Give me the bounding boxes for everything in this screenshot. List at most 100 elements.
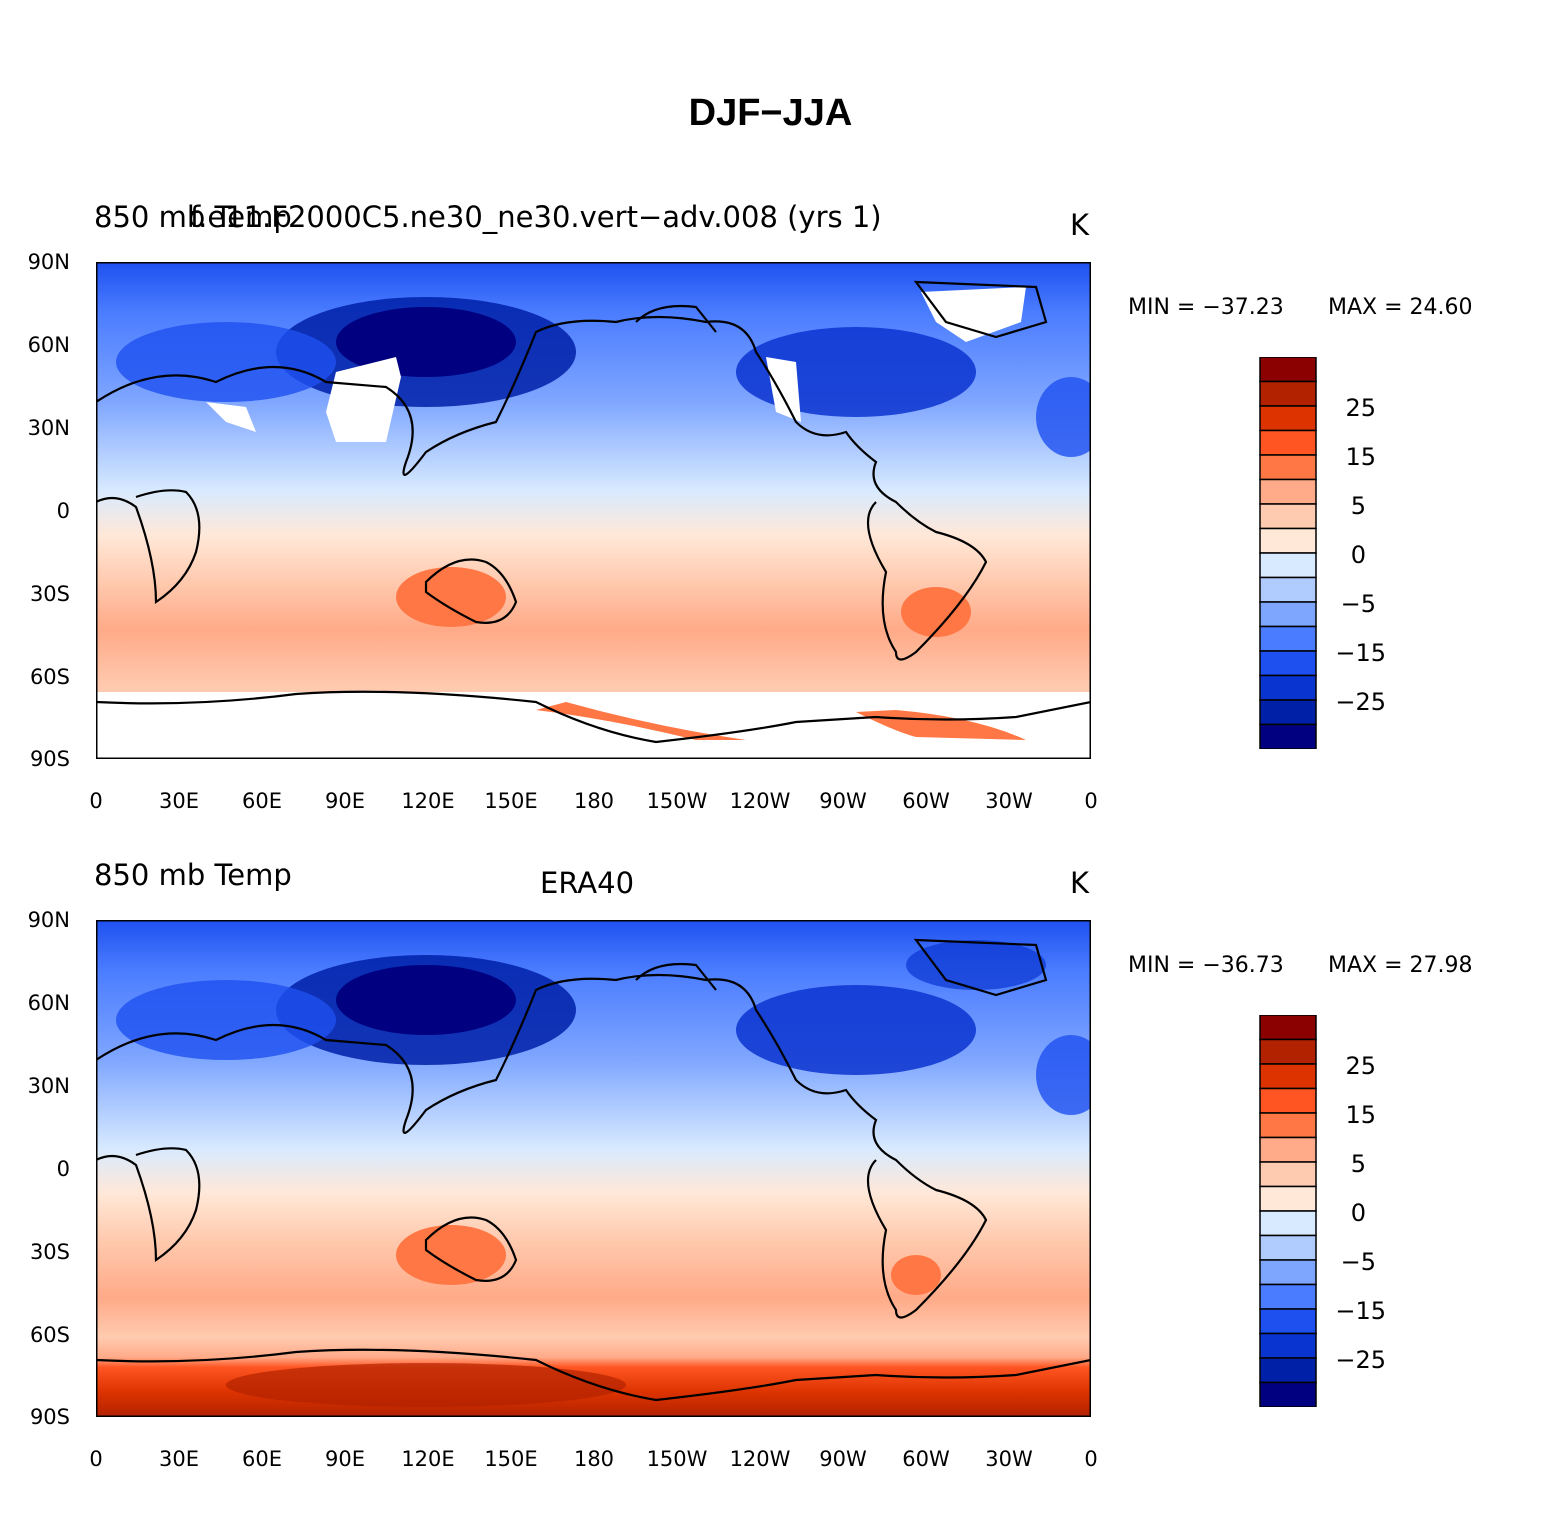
lon-tick: 90W (819, 789, 867, 813)
colorbar-swatch (1259, 699, 1317, 726)
panel-units: K (1070, 208, 1090, 242)
lon-tick: 60W (902, 1447, 950, 1471)
colorbar-swatch (1259, 552, 1317, 579)
panel-center-label: f.e11.F2000C5.ne30_ne30.vert−adv.008 (yr… (190, 200, 882, 234)
colorbar-label: 5 (1350, 492, 1366, 520)
lon-tick: 0 (89, 789, 103, 813)
colorbar-swatch (1259, 357, 1317, 383)
map-model (96, 262, 1091, 759)
colorbar-swatch (1259, 650, 1317, 677)
colorbar-swatch (1259, 576, 1317, 603)
lat-tick: 30S (29, 1240, 70, 1264)
colorbar-swatch (1259, 1332, 1317, 1359)
lon-tick: 30W (985, 789, 1033, 813)
max-label: MAX = 27.98 (1328, 953, 1473, 978)
lat-tick: 60S (29, 1323, 70, 1347)
colorbar-swatch (1259, 1038, 1317, 1065)
lon-tick: 60E (242, 789, 282, 813)
colorbar-swatch (1259, 1308, 1317, 1335)
lat-tick: 90N (27, 250, 70, 274)
max-label: MAX = 24.60 (1328, 295, 1473, 320)
colorbar-label: 0 (1350, 541, 1366, 569)
lat-tick: 60S (29, 665, 70, 689)
lon-tick: 180 (573, 789, 615, 813)
min-label: MIN = −37.23 (1128, 295, 1284, 320)
colorbar (1259, 1015, 1317, 1407)
colorbar-swatch (1259, 1136, 1317, 1163)
lon-tick: 60E (242, 1447, 282, 1471)
lat-tick: 60N (27, 333, 70, 357)
colorbar-label: 15 (1345, 1101, 1376, 1129)
map-era40 (96, 920, 1091, 1417)
lat-tick: 0 (56, 499, 70, 523)
lon-tick: 0 (1084, 1447, 1098, 1471)
colorbar-swatch (1259, 625, 1317, 652)
lon-tick: 180 (573, 1447, 615, 1471)
colorbar-swatch (1259, 1283, 1317, 1310)
lat-tick: 60N (27, 991, 70, 1015)
panel-era40: 850 mb Temp ERA40 K MIN = −36.73 MAX = 2… (0, 658, 1541, 1471)
lon-tick: 60W (902, 789, 950, 813)
colorbar-swatch (1259, 723, 1317, 749)
colorbar-swatch (1259, 405, 1317, 432)
figure-title: DJF−JJA (688, 92, 853, 134)
lat-tick: 90S (29, 1405, 70, 1429)
colorbar-label: −5 (1340, 590, 1376, 618)
lon-tick: 120W (729, 789, 791, 813)
colorbar-swatch (1259, 1015, 1317, 1041)
lat-tick: 0 (56, 1157, 70, 1181)
colorbar-label: 25 (1345, 394, 1376, 422)
lon-tick: 90E (325, 789, 365, 813)
colorbar-swatch (1259, 1210, 1317, 1237)
colorbar-label: −15 (1335, 1297, 1386, 1325)
colorbar-swatch (1259, 1112, 1317, 1139)
lon-tick: 90E (325, 1447, 365, 1471)
lon-tick: 150W (646, 1447, 708, 1471)
colorbar-label: −25 (1335, 1346, 1386, 1374)
panel-center-label: ERA40 (540, 866, 635, 900)
colorbar-label: 0 (1350, 1199, 1366, 1227)
lon-tick: 30E (159, 1447, 199, 1471)
colorbar (1259, 357, 1317, 749)
panel-model: 850 mb Temp f.e11.F2000C5.ne30_ne30.vert… (0, 0, 1541, 813)
lon-tick: 150E (484, 789, 538, 813)
colorbar-swatch (1259, 1357, 1317, 1384)
colorbar-label: −5 (1340, 1248, 1376, 1276)
lat-tick: 30S (29, 582, 70, 606)
lon-tick: 0 (89, 1447, 103, 1471)
lon-tick: 120E (401, 789, 455, 813)
colorbar-swatch (1259, 1381, 1317, 1407)
colorbar-swatch (1259, 1234, 1317, 1261)
lat-tick: 30N (27, 416, 70, 440)
colorbar-label: 15 (1345, 443, 1376, 471)
lon-tick: 30W (985, 1447, 1033, 1471)
colorbar-label: −15 (1335, 639, 1386, 667)
colorbar-swatch (1259, 674, 1317, 701)
colorbar-swatch (1259, 380, 1317, 407)
colorbar-swatch (1259, 478, 1317, 505)
lon-tick: 0 (1084, 789, 1098, 813)
lon-tick: 150E (484, 1447, 538, 1471)
panel-left-label: 850 mb Temp (94, 200, 292, 234)
colorbar-swatch (1259, 1063, 1317, 1090)
colorbar-swatch (1259, 1259, 1317, 1286)
colorbar-swatch (1259, 1185, 1317, 1212)
colorbar-label: 5 (1350, 1150, 1366, 1178)
colorbar-swatch (1259, 1087, 1317, 1114)
lon-tick: 120W (729, 1447, 791, 1471)
min-label: MIN = −36.73 (1128, 953, 1284, 978)
colorbar-swatch (1259, 429, 1317, 456)
colorbar-swatch (1259, 601, 1317, 628)
colorbar-label: −25 (1335, 688, 1386, 716)
lon-tick: 90W (819, 1447, 867, 1471)
colorbar-label: 25 (1345, 1052, 1376, 1080)
lon-tick: 30E (159, 789, 199, 813)
lon-tick: 150W (646, 789, 708, 813)
panel-left-label: 850 mb Temp (94, 858, 292, 892)
lat-tick: 90S (29, 747, 70, 771)
lat-tick: 30N (27, 1074, 70, 1098)
panel-units: K (1070, 866, 1090, 900)
lat-tick: 90N (27, 908, 70, 932)
colorbar-swatch (1259, 454, 1317, 481)
colorbar-swatch (1259, 527, 1317, 554)
